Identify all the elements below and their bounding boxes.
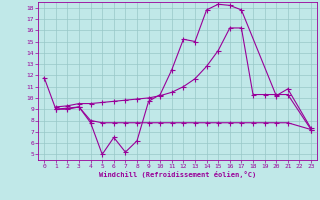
- X-axis label: Windchill (Refroidissement éolien,°C): Windchill (Refroidissement éolien,°C): [99, 171, 256, 178]
